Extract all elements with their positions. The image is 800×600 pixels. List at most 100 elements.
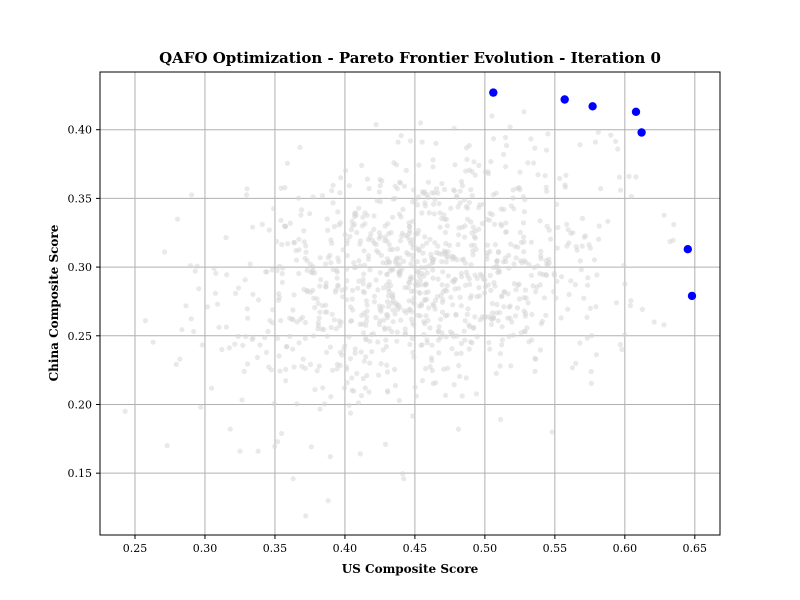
population-point [470,248,476,254]
population-point [191,328,197,335]
population-point [465,216,471,222]
population-point [554,245,560,251]
population-point [376,372,382,378]
population-point [349,375,355,381]
population-point [441,186,448,193]
population-point [458,340,464,347]
population-point [574,247,580,253]
y-tick-label: 0.25 [68,330,93,343]
population-point [364,314,370,320]
population-point [247,261,253,267]
population-point [543,184,549,190]
population-point [307,211,313,217]
population-point [423,240,430,246]
population-point [443,259,449,265]
population-point [510,195,516,201]
population-point [276,353,282,359]
population-point [329,240,335,246]
population-point [279,271,285,277]
population-point [278,217,284,223]
population-point [486,340,492,346]
population-point [367,338,373,344]
population-point [608,132,614,138]
population-point [498,206,504,212]
population-point [364,176,371,182]
population-point [500,259,506,265]
population-point [457,373,463,379]
population-point [436,324,442,330]
population-point [429,342,435,348]
population-point [482,290,488,296]
population-point [227,426,233,432]
population-point [429,190,435,196]
population-point [552,272,558,278]
population-point [300,356,306,362]
population-point [521,109,527,115]
population-point [425,317,431,324]
population-point [296,236,302,242]
population-point [352,350,358,356]
population-point [417,120,424,126]
population-point [382,326,388,333]
population-point [384,271,390,277]
population-point [524,325,530,331]
population-point [383,344,389,350]
population-point [499,294,505,300]
population-point [357,451,363,457]
population-point [426,305,432,311]
population-point [468,293,474,299]
population-point [342,285,349,291]
population-point [333,287,339,293]
population-point [407,224,413,230]
population-point [430,267,436,273]
population-point [394,338,400,344]
population-point [619,346,625,353]
population-point [211,265,217,271]
population-point [439,181,445,187]
population-point [293,257,300,263]
population-point [572,282,579,288]
population-point [404,250,410,256]
population-point [468,187,474,193]
population-point [344,237,350,243]
population-point [422,203,428,209]
population-point [366,185,372,192]
y-tick-label: 0.15 [68,467,93,480]
population-point [418,282,424,288]
population-point [215,301,221,307]
population-point [424,340,430,346]
population-point [303,249,309,255]
population-point [272,443,278,449]
population-point [472,228,478,234]
population-point [581,295,587,301]
population-point [413,279,419,285]
population-point [382,223,388,229]
population-point [262,335,268,341]
population-point [508,363,514,369]
population-point [544,261,550,267]
population-point [417,277,424,283]
population-point [302,255,308,261]
population-point [384,260,390,266]
population-point [392,383,398,389]
population-point [339,352,345,358]
population-point [325,227,331,233]
population-point [532,145,538,151]
population-point [355,285,361,291]
population-point [596,236,602,242]
population-point [521,234,527,240]
population-point [323,349,330,355]
population-point [329,311,335,317]
population-point [309,270,316,276]
population-point [435,337,442,343]
population-point [462,337,468,343]
population-point [410,256,416,262]
population-point [381,317,387,323]
population-point [194,263,200,269]
population-point [474,334,480,340]
population-point [548,236,554,242]
y-axis-label: China Composite Score [47,224,61,381]
population-point [565,306,571,312]
population-point [459,224,465,230]
population-point [348,227,354,233]
